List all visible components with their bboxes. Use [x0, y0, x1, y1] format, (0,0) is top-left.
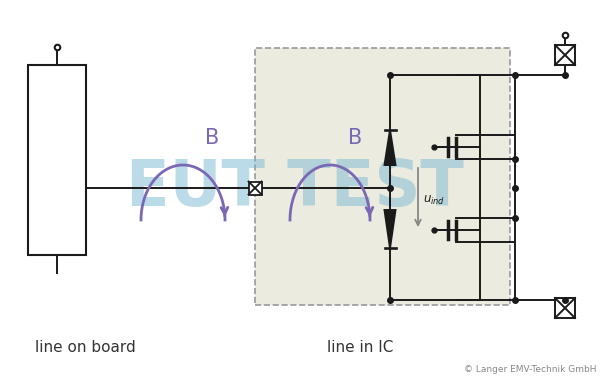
Bar — [555, 298, 575, 318]
Text: $u_{ind}$: $u_{ind}$ — [423, 194, 445, 207]
Text: line on board: line on board — [34, 341, 135, 356]
Text: EUT TEST: EUT TEST — [126, 157, 464, 219]
Text: line in IC: line in IC — [327, 341, 393, 356]
Text: © Langer EMV-Technik GmbH: © Langer EMV-Technik GmbH — [464, 366, 597, 374]
Polygon shape — [385, 210, 396, 248]
Bar — [28, 65, 86, 255]
Bar — [248, 182, 262, 195]
Text: B: B — [205, 128, 219, 148]
Bar — [555, 45, 575, 65]
Text: B: B — [348, 128, 362, 148]
Bar — [255, 48, 510, 305]
Polygon shape — [385, 130, 396, 165]
